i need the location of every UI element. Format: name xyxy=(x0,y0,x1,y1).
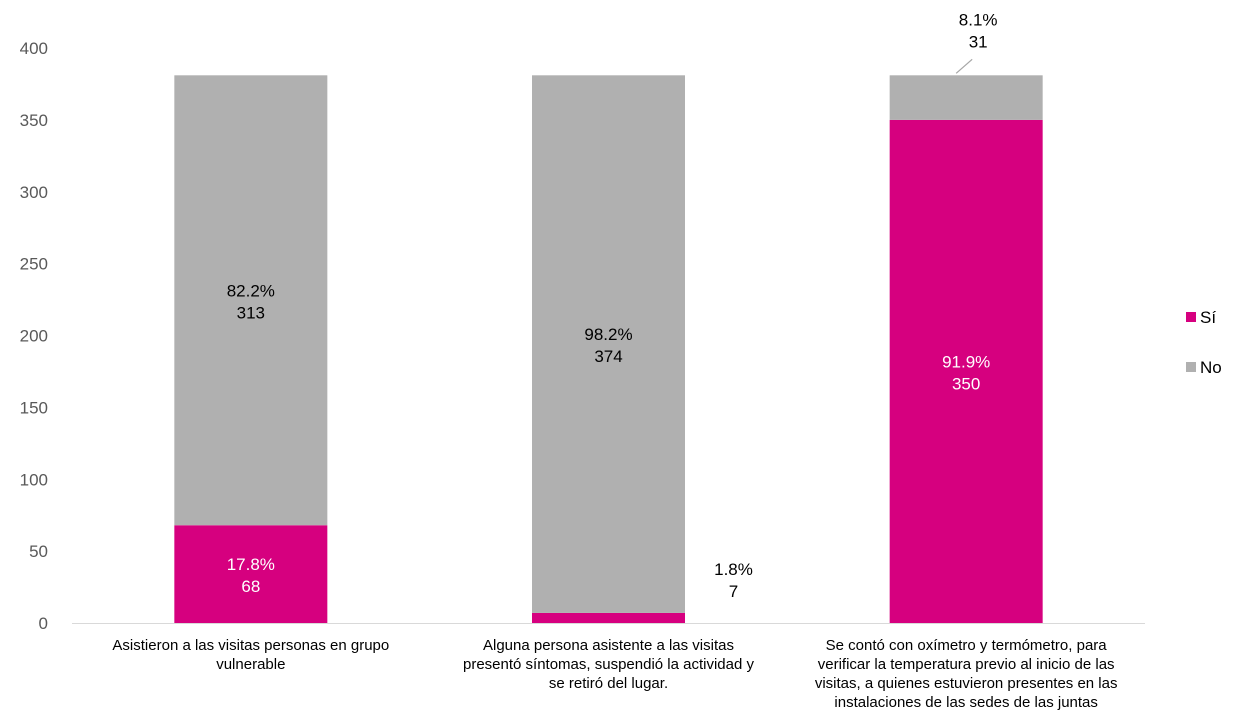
y-tick-label: 250 xyxy=(20,255,48,274)
category-labels-layer: Asistieron a las visitas personas en gru… xyxy=(112,637,1117,711)
leader-line xyxy=(955,58,973,74)
y-tick-label: 100 xyxy=(20,470,48,489)
axis-layer: 0 50 100 150 200 250 300 350 400 xyxy=(20,39,1145,633)
data-label-no: 82.2% 313 xyxy=(227,281,275,322)
data-label-no: 98.2% 374 xyxy=(584,325,632,366)
y-tick-label: 200 xyxy=(20,327,48,346)
data-label-si: 17.8% 68 xyxy=(227,555,275,596)
y-tick-label: 50 xyxy=(29,542,48,561)
bar-segment-si xyxy=(532,612,685,623)
data-label-si: 91.9% 350 xyxy=(942,352,990,393)
data-labels-layer: 17.8% 68 82.2% 313 1.8% 7 98.2% 374 91.9% 350 8.1%… xyxy=(227,10,998,601)
data-label-no: 8.1% 31 xyxy=(959,10,998,51)
y-tick-label: 300 xyxy=(20,183,48,202)
bar-segment-no xyxy=(889,75,1043,120)
y-tick-label: 400 xyxy=(20,39,48,58)
bars-layer xyxy=(174,75,1043,623)
x-category-label: Alguna persona asistente a las visitas pr… xyxy=(463,637,754,692)
bar-segment-no xyxy=(532,75,685,613)
x-category-label: Se contó con oxímetro y termómetro, para… xyxy=(815,637,1118,711)
data-label-si: 1.8% 7 xyxy=(714,560,753,601)
legend-swatch xyxy=(1186,362,1196,372)
y-tick-label: 350 xyxy=(20,111,48,130)
x-category-label: Asistieron a las visitas personas en gru… xyxy=(112,637,389,673)
bar-segment-no xyxy=(174,75,328,526)
y-tick-label: 0 xyxy=(39,614,48,633)
bar-segment-si xyxy=(174,525,328,623)
y-tick-label: 150 xyxy=(20,398,48,417)
legend: Sí No xyxy=(1186,308,1222,377)
legend-swatch xyxy=(1186,312,1196,322)
bar-segment-si xyxy=(889,119,1043,623)
legend-label: Sí xyxy=(1200,308,1216,327)
legend-label: No xyxy=(1200,358,1222,377)
